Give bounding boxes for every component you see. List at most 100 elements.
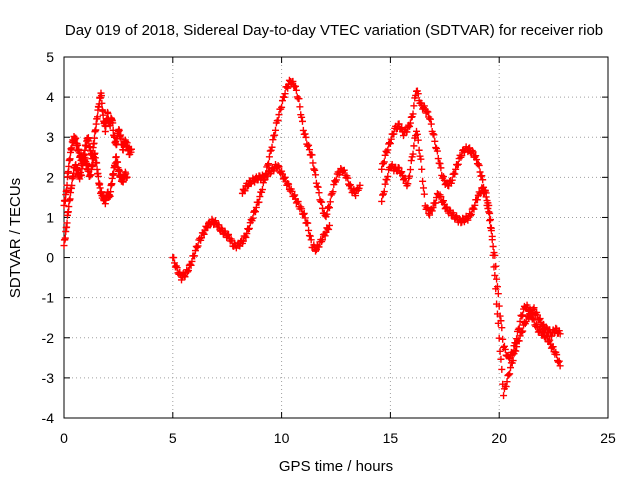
data-point xyxy=(270,167,278,175)
data-point xyxy=(255,198,263,206)
data-point xyxy=(265,160,273,168)
data-point xyxy=(258,186,266,194)
data-point xyxy=(68,144,76,152)
data-point xyxy=(504,371,512,379)
data-point xyxy=(427,120,435,128)
data-point xyxy=(432,199,440,207)
data-point xyxy=(200,230,208,238)
data-point xyxy=(301,130,309,138)
data-point xyxy=(65,203,73,211)
data-point xyxy=(473,156,481,164)
y-tick-label: 4 xyxy=(46,89,54,105)
data-point xyxy=(382,147,390,155)
data-point xyxy=(429,130,437,138)
data-point xyxy=(295,95,303,103)
data-point xyxy=(292,82,300,90)
x-tick-labels: 0 5 10 15 20 25 xyxy=(60,430,616,446)
data-point xyxy=(478,172,486,180)
data-point xyxy=(93,159,101,167)
data-point xyxy=(310,165,318,173)
data-point xyxy=(288,187,296,195)
data-point xyxy=(281,173,289,181)
data-point xyxy=(553,351,561,359)
data-point xyxy=(314,183,322,191)
data-point xyxy=(547,332,555,340)
data-point xyxy=(299,126,307,134)
data-point xyxy=(325,221,333,229)
data-point xyxy=(530,304,538,312)
data-point xyxy=(546,336,554,344)
data-point xyxy=(321,232,329,240)
data-point xyxy=(428,207,436,215)
data-point xyxy=(272,126,280,134)
data-point xyxy=(110,170,118,178)
data-point xyxy=(464,216,472,224)
data-point xyxy=(493,300,501,308)
data-point xyxy=(127,145,135,153)
y-tick-label: 0 xyxy=(46,250,54,266)
y-tick-label: -2 xyxy=(42,330,55,346)
data-point xyxy=(486,217,494,225)
data-point xyxy=(384,146,392,154)
data-point xyxy=(265,153,273,161)
data-point xyxy=(251,208,259,216)
data-point xyxy=(387,135,395,143)
data-point xyxy=(410,102,418,110)
data-point xyxy=(239,237,247,245)
data-point xyxy=(63,219,71,227)
data-point xyxy=(284,84,292,92)
data-point xyxy=(485,208,493,216)
data-point xyxy=(268,143,276,151)
series-track-2 xyxy=(60,149,131,250)
data-point xyxy=(519,311,527,319)
data-point xyxy=(97,92,105,100)
data-point xyxy=(466,212,474,220)
x-tick-label: 5 xyxy=(169,430,177,446)
data-point xyxy=(453,161,461,169)
data-point xyxy=(104,109,112,117)
data-point xyxy=(194,242,202,250)
data-point xyxy=(555,327,563,335)
data-point xyxy=(419,184,427,192)
data-point xyxy=(488,236,496,244)
x-tick-label: 20 xyxy=(491,430,507,446)
data-point xyxy=(301,214,309,222)
data-point xyxy=(242,233,250,241)
data-point xyxy=(453,212,461,220)
data-point xyxy=(299,210,307,218)
data-point xyxy=(275,111,283,119)
data-point xyxy=(487,224,495,232)
data-point xyxy=(66,195,74,203)
data-point xyxy=(439,197,447,205)
data-point xyxy=(307,236,315,244)
data-point xyxy=(267,146,275,154)
data-point xyxy=(473,196,481,204)
data-point xyxy=(306,232,314,240)
y-tick-label: 3 xyxy=(46,129,54,145)
data-point xyxy=(419,177,427,185)
data-point xyxy=(123,173,131,181)
data-point xyxy=(225,230,233,238)
data-point xyxy=(352,192,360,200)
x-tick-label: 25 xyxy=(600,430,616,446)
data-point xyxy=(407,157,415,165)
data-point xyxy=(509,357,517,365)
data-point xyxy=(300,210,308,218)
data-point xyxy=(294,198,302,206)
data-point xyxy=(403,128,411,136)
data-point xyxy=(498,365,506,373)
data-point xyxy=(187,261,195,269)
data-point xyxy=(439,173,447,181)
data-point xyxy=(448,176,456,184)
data-point xyxy=(496,347,504,355)
data-point xyxy=(491,271,499,279)
data-point xyxy=(325,203,333,211)
data-point xyxy=(519,327,527,335)
data-point xyxy=(494,319,502,327)
data-point xyxy=(264,161,272,169)
data-point xyxy=(469,148,477,156)
data-point xyxy=(344,174,352,182)
data-point xyxy=(494,290,502,298)
data-point xyxy=(345,182,353,190)
